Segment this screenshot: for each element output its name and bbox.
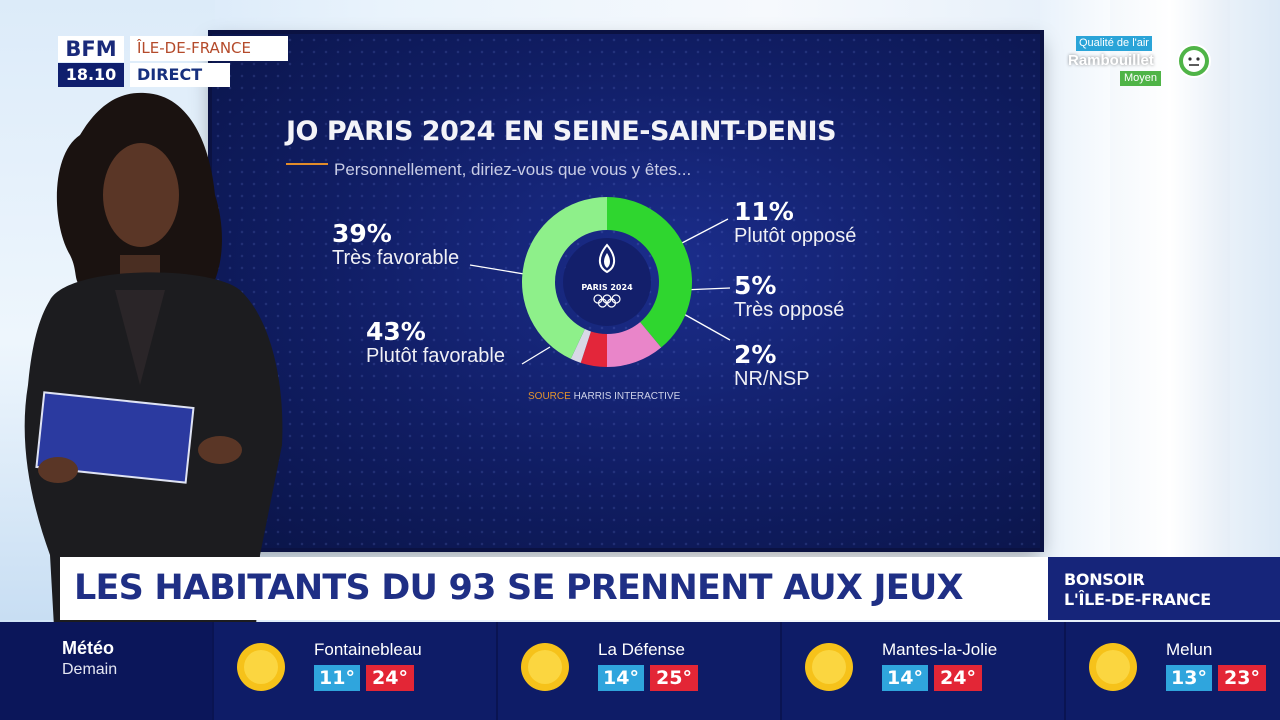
city-name: Fontainebleau (314, 640, 422, 659)
donut-chart: PARIS 2024 (522, 197, 692, 367)
weather-day: Demain (62, 661, 118, 678)
pct-tres-favorable: 39% (332, 219, 392, 248)
pct-plutot-favorable: 43% (366, 317, 426, 346)
sun-icon (237, 643, 285, 691)
weather-city-3: Melun 13° 23° (1064, 622, 1280, 720)
clock-time: 18.10 (58, 63, 124, 87)
donut-slice-nr-nsp (570, 329, 591, 363)
bfm-logo-text: BFM (58, 36, 124, 62)
weather-title-block: Météo Demain (0, 622, 212, 720)
temp-min: 13° (1166, 665, 1212, 691)
txt-tres-favorable: Très favorable (332, 247, 460, 269)
temp-max: 25° (650, 665, 698, 691)
show-name-line2: L'ÎLE-DE-FRANCE (1064, 590, 1211, 609)
presenter-papers (35, 391, 195, 484)
leader-plutot-oppose (679, 218, 729, 245)
label-tres-favorable: 39% Très favorable (332, 220, 459, 269)
city-name: La Défense (598, 640, 685, 659)
pct-plutot-oppose: 11% (734, 197, 794, 226)
weather-title: Météo (62, 638, 115, 658)
donut-slice-tr-s-favorable (607, 197, 692, 348)
show-name: BONSOIR L'ÎLE-DE-FRANCE (1048, 557, 1280, 620)
air-quality-level: Moyen (1120, 71, 1162, 86)
donut-hole (563, 238, 651, 326)
region-label: ÎLE-DE-FRANCE (130, 36, 288, 61)
paris-2024-text: PARIS 2024 (581, 283, 633, 292)
temp-min: 14° (598, 665, 644, 691)
bfm-logo: BFM 18.10 (58, 36, 124, 87)
weather-city-2: Mantes-la-Jolie 14° 24° (780, 622, 1063, 720)
donut-slice-plut-t-oppos- (607, 322, 662, 367)
city-name: Melun (1166, 640, 1213, 659)
label-plutot-oppose: 11% Plutôt opposé (734, 198, 856, 247)
live-badge: DIRECT (130, 63, 230, 87)
source-key: SOURCE (528, 391, 571, 402)
label-plutot-favorable: 43% Plutôt favorable (366, 318, 505, 367)
chart-title: JO PARIS 2024 EN SEINE-SAINT-DENIS (286, 116, 837, 147)
temp-min: 14° (882, 665, 928, 691)
studio-background-right (1040, 0, 1280, 620)
paris-2024-logo: PARIS 2024 (581, 243, 633, 308)
leader-tres-favorable (469, 264, 525, 275)
sun-icon (521, 643, 569, 691)
temp-max: 23° (1218, 665, 1266, 691)
air-quality-widget: Qualité de l'air Rambouillet Moyen (1066, 36, 1216, 88)
pct-nr-nsp: 2% (734, 340, 777, 369)
leader-nr-nsp (681, 312, 731, 341)
txt-plutot-oppose: Plutôt opposé (734, 225, 857, 247)
txt-nr-nsp: NR/NSP (734, 368, 810, 390)
temp-max: 24° (934, 665, 982, 691)
neutral-face-icon (1177, 44, 1211, 78)
chart-screen: JO PARIS 2024 EN SEINE-SAINT-DENIS Perso… (212, 34, 1040, 548)
presenter-hand-left (38, 457, 78, 483)
weather-strip: Météo Demain Fontainebleau 11° 24° La Dé… (0, 622, 1280, 720)
donut-slice-tr-s-oppos- (580, 331, 607, 367)
txt-tres-oppose: Très opposé (734, 299, 845, 321)
chart-subtitle: Personnellement, diriez-vous que vous y … (334, 160, 692, 179)
label-nr-nsp: 2% NR/NSP (734, 341, 810, 390)
sun-icon (805, 643, 853, 691)
air-quality-label: Qualité de l'air (1076, 36, 1152, 51)
label-tres-oppose: 5% Très opposé (734, 272, 844, 321)
olympic-rings-icon (593, 294, 621, 308)
source-value: HARRIS INTERACTIVE (573, 391, 681, 402)
headline-banner: LES HABITANTS DU 93 SE PRENNENT AUX JEUX (60, 557, 1048, 620)
presenter-hand-right (198, 436, 242, 464)
city-name: Mantes-la-Jolie (882, 640, 998, 659)
presenter-figure (24, 92, 283, 645)
weather-city-0: Fontainebleau 11° 24° (212, 622, 495, 720)
pct-tres-oppose: 5% (734, 271, 777, 300)
weather-city-1: La Défense 14° 25° (496, 622, 779, 720)
sun-icon (1089, 643, 1137, 691)
temp-max: 24° (366, 665, 414, 691)
chart-source: SOURCE HARRIS INTERACTIVE (528, 391, 680, 402)
studio-pillar (1110, 0, 1230, 620)
presenter-collar (115, 290, 165, 385)
air-quality-city: Rambouillet (1068, 52, 1154, 69)
title-rule (286, 163, 328, 165)
show-name-line1: BONSOIR (1064, 570, 1145, 589)
flame-icon (598, 243, 616, 274)
txt-plutot-favorable: Plutôt favorable (366, 345, 505, 367)
donut-slice-plut-t-favorable (522, 197, 607, 359)
leader-plutot-favorable (521, 346, 551, 365)
presenter-face (103, 143, 179, 247)
temp-min: 11° (314, 665, 360, 691)
